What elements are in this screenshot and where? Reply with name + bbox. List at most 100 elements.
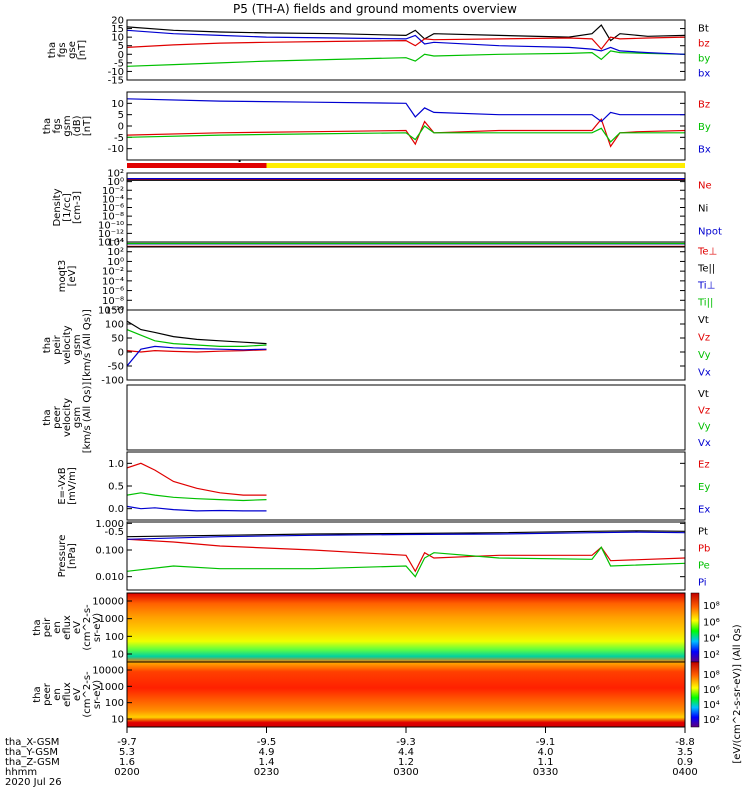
panel-background (127, 310, 685, 380)
y-axis-label-line: [km/s (All Qs)] (82, 309, 93, 381)
panel-4: moqt3 [eV] Te⊥ Te|| Ti⊥ Ti|| 10⁴10²10⁰10⁻²10⁻⁴… (57, 238, 717, 317)
series-line-Vy (126, 329, 267, 347)
y-axis-label-line: Pressure (57, 535, 68, 578)
legend-entry: Vy (698, 422, 711, 433)
y-axis-label-line: eV (72, 688, 83, 701)
y-tick-label: 1000 (99, 614, 124, 625)
x-tick-label: 4.9 (259, 747, 275, 758)
series-line-Vx (126, 345, 267, 367)
y-tick-label: 10 (111, 99, 124, 110)
x-tick-label: 3.5 (677, 747, 693, 758)
x-tick-label: -9.5 (257, 737, 277, 748)
legend-entry: Ex (698, 505, 710, 516)
colorbar-tick-label: 10⁶ (703, 617, 720, 628)
panel-frame (126, 521, 686, 591)
y-axis-label-line: tha (32, 619, 43, 635)
y-axis-label-line: [nT] (77, 40, 88, 60)
x-tick-label: 5.3 (119, 747, 135, 758)
legend-entry: Vx (698, 367, 711, 378)
y-tick-label: 10⁻¹⁴ (98, 238, 124, 249)
y-tick-label: 100 (105, 320, 124, 331)
y-axis-label-line: [mV/m] (67, 467, 78, 505)
colorbar-tick-label: 10² (703, 715, 720, 726)
y-tick-label: 10⁰ (107, 177, 124, 188)
x-tick-label: 4.4 (398, 747, 414, 758)
series-line-bz (126, 36, 686, 51)
heatmap-image (127, 593, 685, 662)
y-tick-label: 1.0 (108, 459, 124, 470)
x-row-label: tha_Y-GSM (5, 747, 58, 758)
x-row-label: tha_X-GSM (5, 737, 59, 748)
series-line-Ex (126, 505, 267, 512)
panel-3: Density [1/cc] [cm-3]NeNiNpot10²10⁰10⁻²10⁻… (52, 169, 722, 249)
panel-frame (126, 19, 686, 81)
panel-background (127, 452, 685, 520)
series-line-Ey (126, 492, 267, 502)
legend-entry: Te|| (697, 264, 715, 275)
y-tick-label: 5 (118, 110, 124, 121)
colorbar-tick-label: 10⁶ (703, 685, 720, 696)
y-axis-label-line: [cm-3] (72, 191, 83, 224)
y-tick-label: 10⁻⁴ (102, 194, 124, 205)
x-tick-label: 1.6 (119, 757, 135, 768)
legend-entry: Vt (698, 315, 709, 326)
legend-entry: Vt (698, 389, 709, 400)
x-row-label: 2020 Jul 26 (5, 777, 62, 788)
y-tick-label: 10⁻¹⁰ (98, 306, 124, 317)
y-axis-label-line: tha (42, 409, 53, 425)
mode-bar-slow (127, 163, 267, 168)
panel-frame (126, 384, 686, 451)
series-line-Vt (126, 320, 267, 345)
y-axis-label-line: gsm (62, 115, 73, 136)
series-line-Pt (126, 530, 686, 538)
legend-entry: Ez (698, 459, 710, 470)
legend-entry: Vx (698, 438, 711, 449)
y-tick-label: 0.010 (95, 572, 124, 583)
x-tick-label: -8.8 (675, 737, 695, 748)
y-tick-label: 1.000 (95, 519, 124, 530)
y-tick-label: 10⁻⁶ (102, 203, 124, 214)
x-row-label: tha_Z-GSM (5, 757, 60, 768)
series-line-Vz (126, 349, 267, 353)
y-tick-label: -50 (108, 362, 124, 373)
y-tick-label: -10 (108, 144, 124, 155)
y-tick-label: 20 (111, 16, 124, 27)
y-axis-label-line: moqt3 (57, 260, 68, 293)
panel-frame (126, 309, 686, 381)
y-tick-label: 10⁻⁶ (102, 286, 124, 297)
x-tick-label: 0330 (533, 767, 558, 778)
legend-entry: Bt (698, 24, 709, 35)
y-tick-label: -5 (114, 58, 124, 69)
y-tick-label: 0 (118, 122, 124, 133)
panel-background (127, 242, 685, 310)
y-axis-label-line: [nPa] (67, 543, 78, 569)
y-tick-label: 15 (111, 24, 124, 35)
panel-5: tha peir velocity gsm [km/s (All Qs)] Vt Vz Vy V… (42, 306, 711, 387)
y-tick-label: 0 (118, 50, 124, 61)
panel-frame (126, 91, 686, 161)
y-axis-label-line: tha (42, 118, 53, 134)
x-tick-label: 1.2 (398, 757, 414, 768)
y-axis-label-line: velocity (62, 398, 73, 437)
y-axis-label-line: peir (52, 334, 63, 354)
legend-entry: bz (698, 39, 710, 50)
y-tick-label: 10 (111, 650, 124, 661)
mode-bar-marker (238, 160, 241, 162)
x-tick-label: 0300 (393, 767, 418, 778)
colorbar-tick-label: 10⁸ (703, 670, 720, 681)
y-tick-label: 0 (118, 348, 124, 359)
y-tick-label: 10² (107, 169, 124, 180)
legend-entry: Vz (698, 405, 710, 416)
y-axis-label-line: (dB) (72, 115, 83, 136)
y-tick-label: 10⁻¹⁰ (98, 220, 124, 231)
legend-entry: Ne (698, 181, 712, 192)
colorbar (690, 661, 700, 728)
y-tick-label: 10000 (92, 597, 124, 608)
panel-8: Pressure [nPa] Pt Pb Pe Pi 1.000 0.100 0.010 (57, 519, 710, 591)
y-axis-label-line: [eV] (67, 266, 78, 287)
y-tick-label: -10 (108, 67, 124, 78)
legend-entry: Pe (698, 561, 710, 572)
panel-7: E=-VxB [mV/m] Ez Ey Ex 1.0 0.5 0.0 -0.5 (57, 451, 710, 538)
y-axis-label-line: eflux (62, 682, 73, 707)
panel-6: tha peer velocity gsm [km/s (All Qs)] Vt Vz Vy V… (42, 382, 711, 454)
